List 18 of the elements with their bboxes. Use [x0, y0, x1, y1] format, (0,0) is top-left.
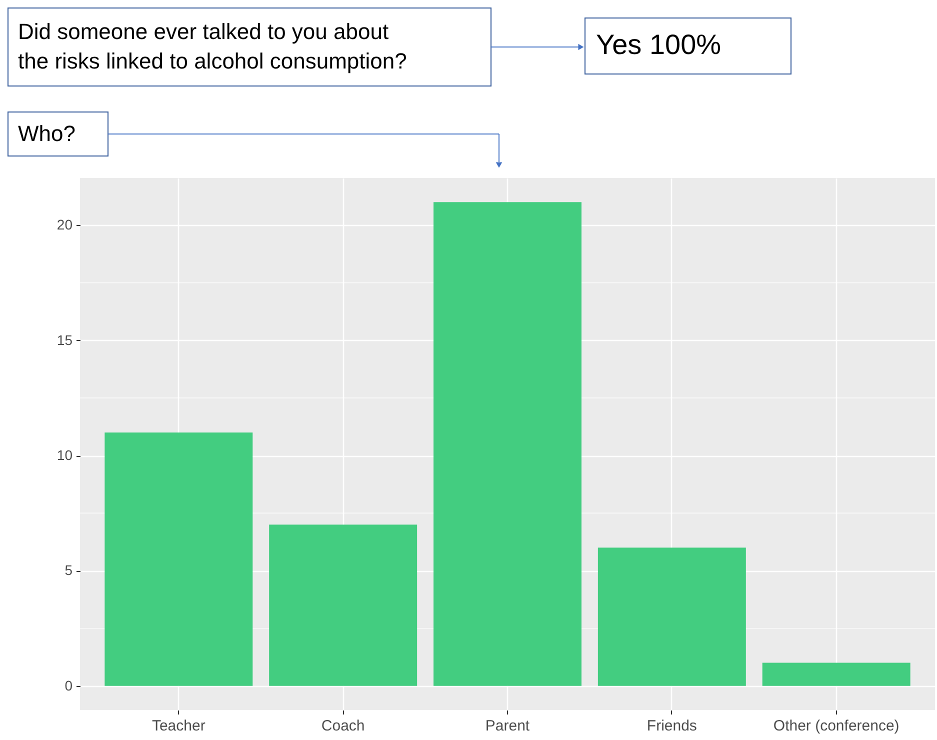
bar — [269, 524, 418, 686]
bar — [104, 432, 253, 686]
bar — [598, 548, 746, 686]
y-tick-label: 20 — [56, 216, 73, 233]
y-tick-label: 0 — [64, 677, 73, 694]
x-tick-label: Coach — [321, 718, 365, 734]
x-tick-label: Parent — [485, 718, 530, 734]
y-tick-label: 10 — [56, 447, 73, 464]
y-tick-label: 15 — [56, 332, 73, 348]
text: Who? — [18, 121, 76, 146]
x-tick-label: Friends — [646, 718, 697, 734]
text: Did someone ever talked to you about the risks linked to alcohol consumption? — [18, 19, 407, 74]
x-tick-label: Other (conference) — [773, 718, 900, 734]
y-tick-label: 5 — [64, 562, 73, 578]
x-tick-label: Teacher — [152, 718, 206, 734]
bar — [762, 662, 910, 686]
bar — [434, 202, 582, 686]
text: Yes 100% — [596, 29, 722, 60]
